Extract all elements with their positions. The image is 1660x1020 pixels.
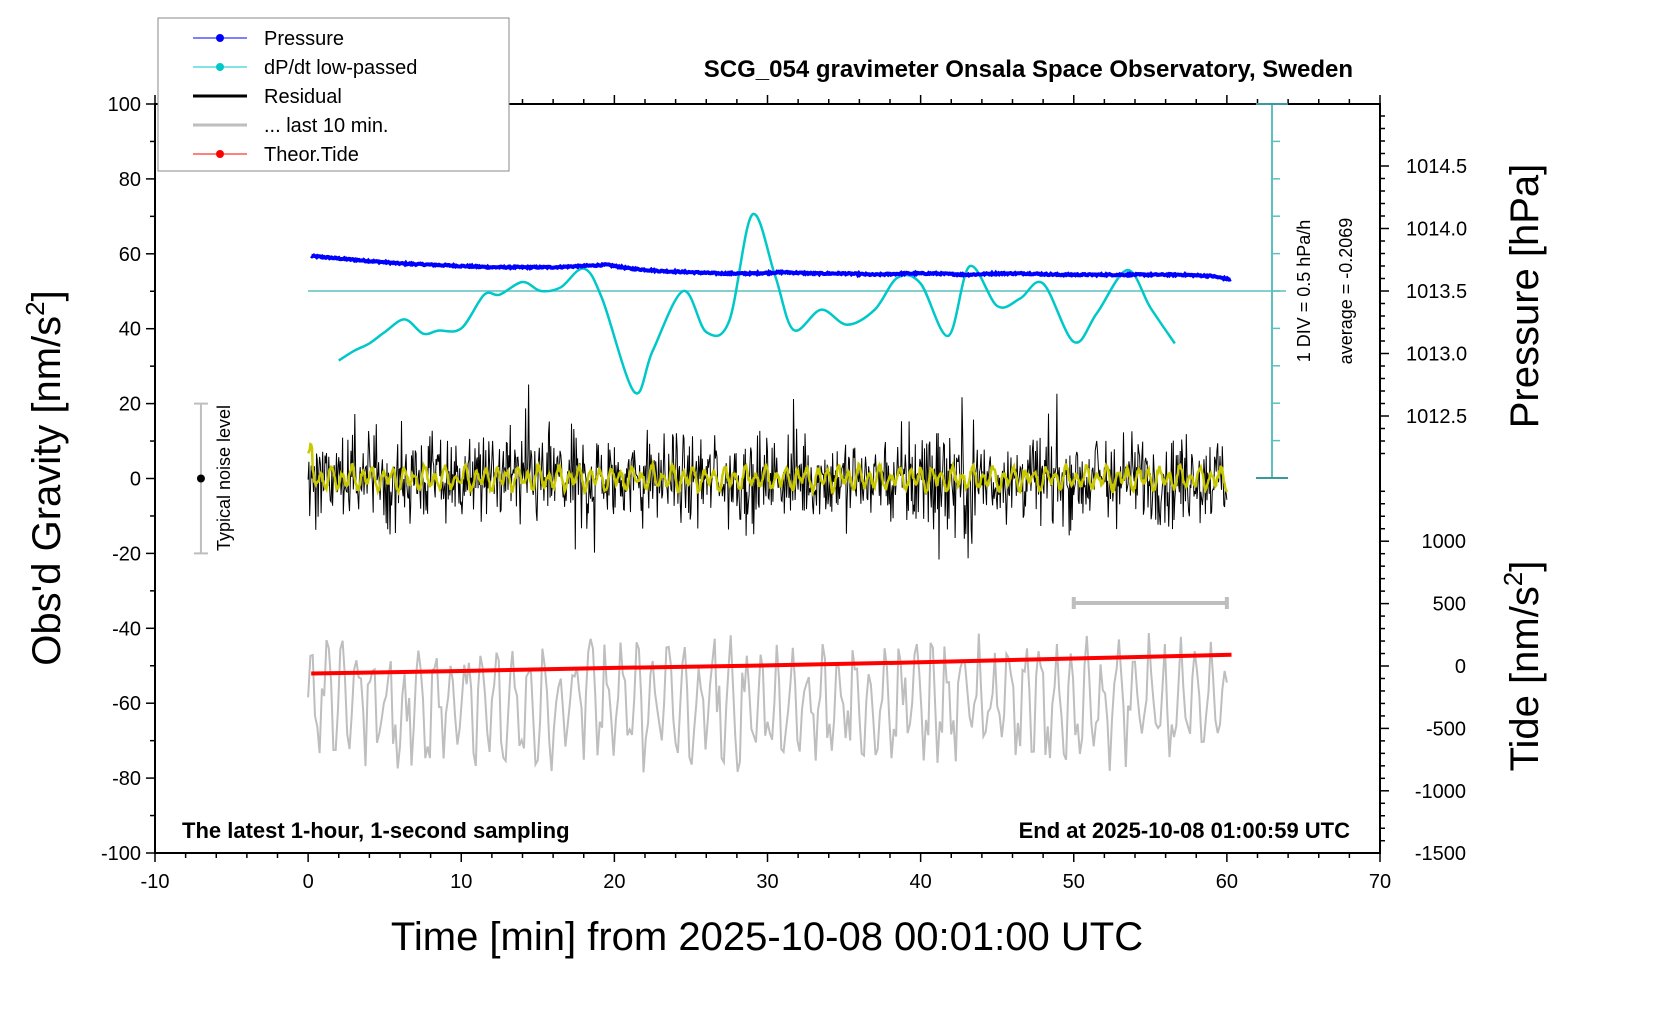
last-10-min-line (307, 633, 1228, 773)
noise-bar-center-dot (196, 474, 205, 483)
series-pressure (310, 253, 1232, 282)
legend-entry: Residual (193, 86, 342, 108)
legend-label: Theor.Tide (264, 144, 359, 166)
pressure-tick-label: 1013.0 (1406, 344, 1467, 366)
dpdt-scale-axis (308, 103, 1288, 479)
y-left-tick-label: 60 (119, 244, 141, 266)
y-left-tick-label: 80 (119, 169, 141, 191)
tide-tick-label: 1000 (1422, 531, 1467, 553)
y-left-axis-title: Obs'd Gravity [nm/s2] (20, 290, 69, 666)
x-tick-label: 50 (1063, 871, 1085, 893)
noise-label: Typical noise level (214, 405, 234, 551)
tide-line (311, 652, 1232, 676)
legend-entry: Pressure (193, 28, 344, 50)
y-left-tick-label: 40 (119, 319, 141, 341)
x-tick-label: 60 (1216, 871, 1238, 893)
tide-tick-label: 0 (1455, 656, 1466, 678)
legend-swatch-dot (216, 63, 224, 71)
y-left-tick-label: 100 (108, 94, 141, 116)
x-tick-label: 40 (910, 871, 932, 893)
x-tick-label: 10 (450, 871, 472, 893)
tide-title-sup: 2 (1498, 572, 1528, 586)
tide-tick-label: -500 (1426, 718, 1466, 740)
x-tick-label: 0 (303, 871, 314, 893)
y-left-title-sup: 2 (20, 301, 50, 315)
dpdt-line (338, 212, 1176, 395)
y-left-tick-label: -20 (112, 543, 141, 565)
legend-entry: ... last 10 min. (193, 115, 389, 137)
pressure-tick-label: 1014.5 (1406, 156, 1467, 178)
legend: Pressure dP/dt low-passed Residual ... last… (157, 17, 510, 172)
series-residual (307, 384, 1228, 560)
y-left-tick-label: -40 (112, 618, 141, 640)
legend-label: Residual (264, 86, 342, 108)
y-left-tick-label: -60 (112, 693, 141, 715)
series-last-10-min (307, 633, 1228, 773)
tide-tick-label: -1000 (1415, 781, 1466, 803)
y-left-axis-ticks: 100 80 60 40 20 0 -20 -40 -60 -80 -100 (101, 94, 155, 865)
legend-label: Pressure (264, 28, 344, 50)
legend-swatch-dot (216, 150, 224, 158)
legend-entry: Theor.Tide (193, 144, 359, 166)
chart-title: SCG_054 gravimeter Onsala Space Observat… (704, 56, 1353, 83)
x-axis-title: Time [min] from 2025-10-08 00:01:00 UTC (391, 915, 1143, 959)
note-bottom-left: The latest 1-hour, 1-second sampling (182, 818, 570, 843)
y-right-axis-ticks: 1014.5 1014.0 1013.5 1013.0 1012.5 1000 500 0 -5… (1380, 115, 1467, 865)
series-residual-lowpassed (307, 442, 1229, 498)
dpdt-scale-label: 1 DIV = 0.5 hPa/h (1294, 220, 1314, 363)
y-left-title-main: Obs'd Gravity [nm/s (25, 316, 69, 666)
y-left-title-end: ] (25, 290, 69, 301)
x-tick-label: -10 (141, 871, 170, 893)
pressure-tick-label: 1014.0 (1406, 219, 1467, 241)
series-dpdt-lowpassed (338, 212, 1176, 395)
note-bottom-right: End at 2025-10-08 01:00:59 UTC (1019, 818, 1350, 843)
pressure-tick-label: 1012.5 (1406, 406, 1467, 428)
tide-title-end: ] (1503, 561, 1547, 572)
legend-entry: dP/dt low-passed (193, 57, 417, 79)
legend-label: ... last 10 min. (264, 115, 389, 137)
typical-noise-bar (193, 402, 208, 555)
dpdt-average-label: average = -0.2069 (1336, 218, 1356, 365)
series-theoretical-tide (311, 652, 1232, 676)
x-tick-label: 70 (1369, 871, 1391, 893)
pressure-tick-label: 1013.5 (1406, 281, 1467, 303)
legend-label: dP/dt low-passed (264, 57, 417, 79)
y-left-tick-label: 20 (119, 394, 141, 416)
y-right-pressure-title: Pressure [hPa] (1503, 164, 1547, 429)
tide-tick-label: 500 (1433, 594, 1466, 616)
pressure-line (310, 253, 1232, 282)
y-right-tide-title: Tide [nm/s2] (1498, 561, 1547, 772)
y-left-tick-label: 0 (130, 469, 141, 491)
legend-swatch-dot (216, 34, 224, 42)
x-tick-label: 30 (756, 871, 778, 893)
y-left-tick-label: -80 (112, 768, 141, 790)
tide-tick-label: -1500 (1415, 843, 1466, 865)
residual-lowpass-line (307, 442, 1229, 498)
x-tick-label: 20 (603, 871, 625, 893)
y-left-tick-label: -100 (101, 843, 141, 865)
residual-line (307, 384, 1228, 560)
tide-title-main: Tide [nm/s (1503, 586, 1547, 771)
last-10-min-range-bar (1071, 597, 1229, 609)
